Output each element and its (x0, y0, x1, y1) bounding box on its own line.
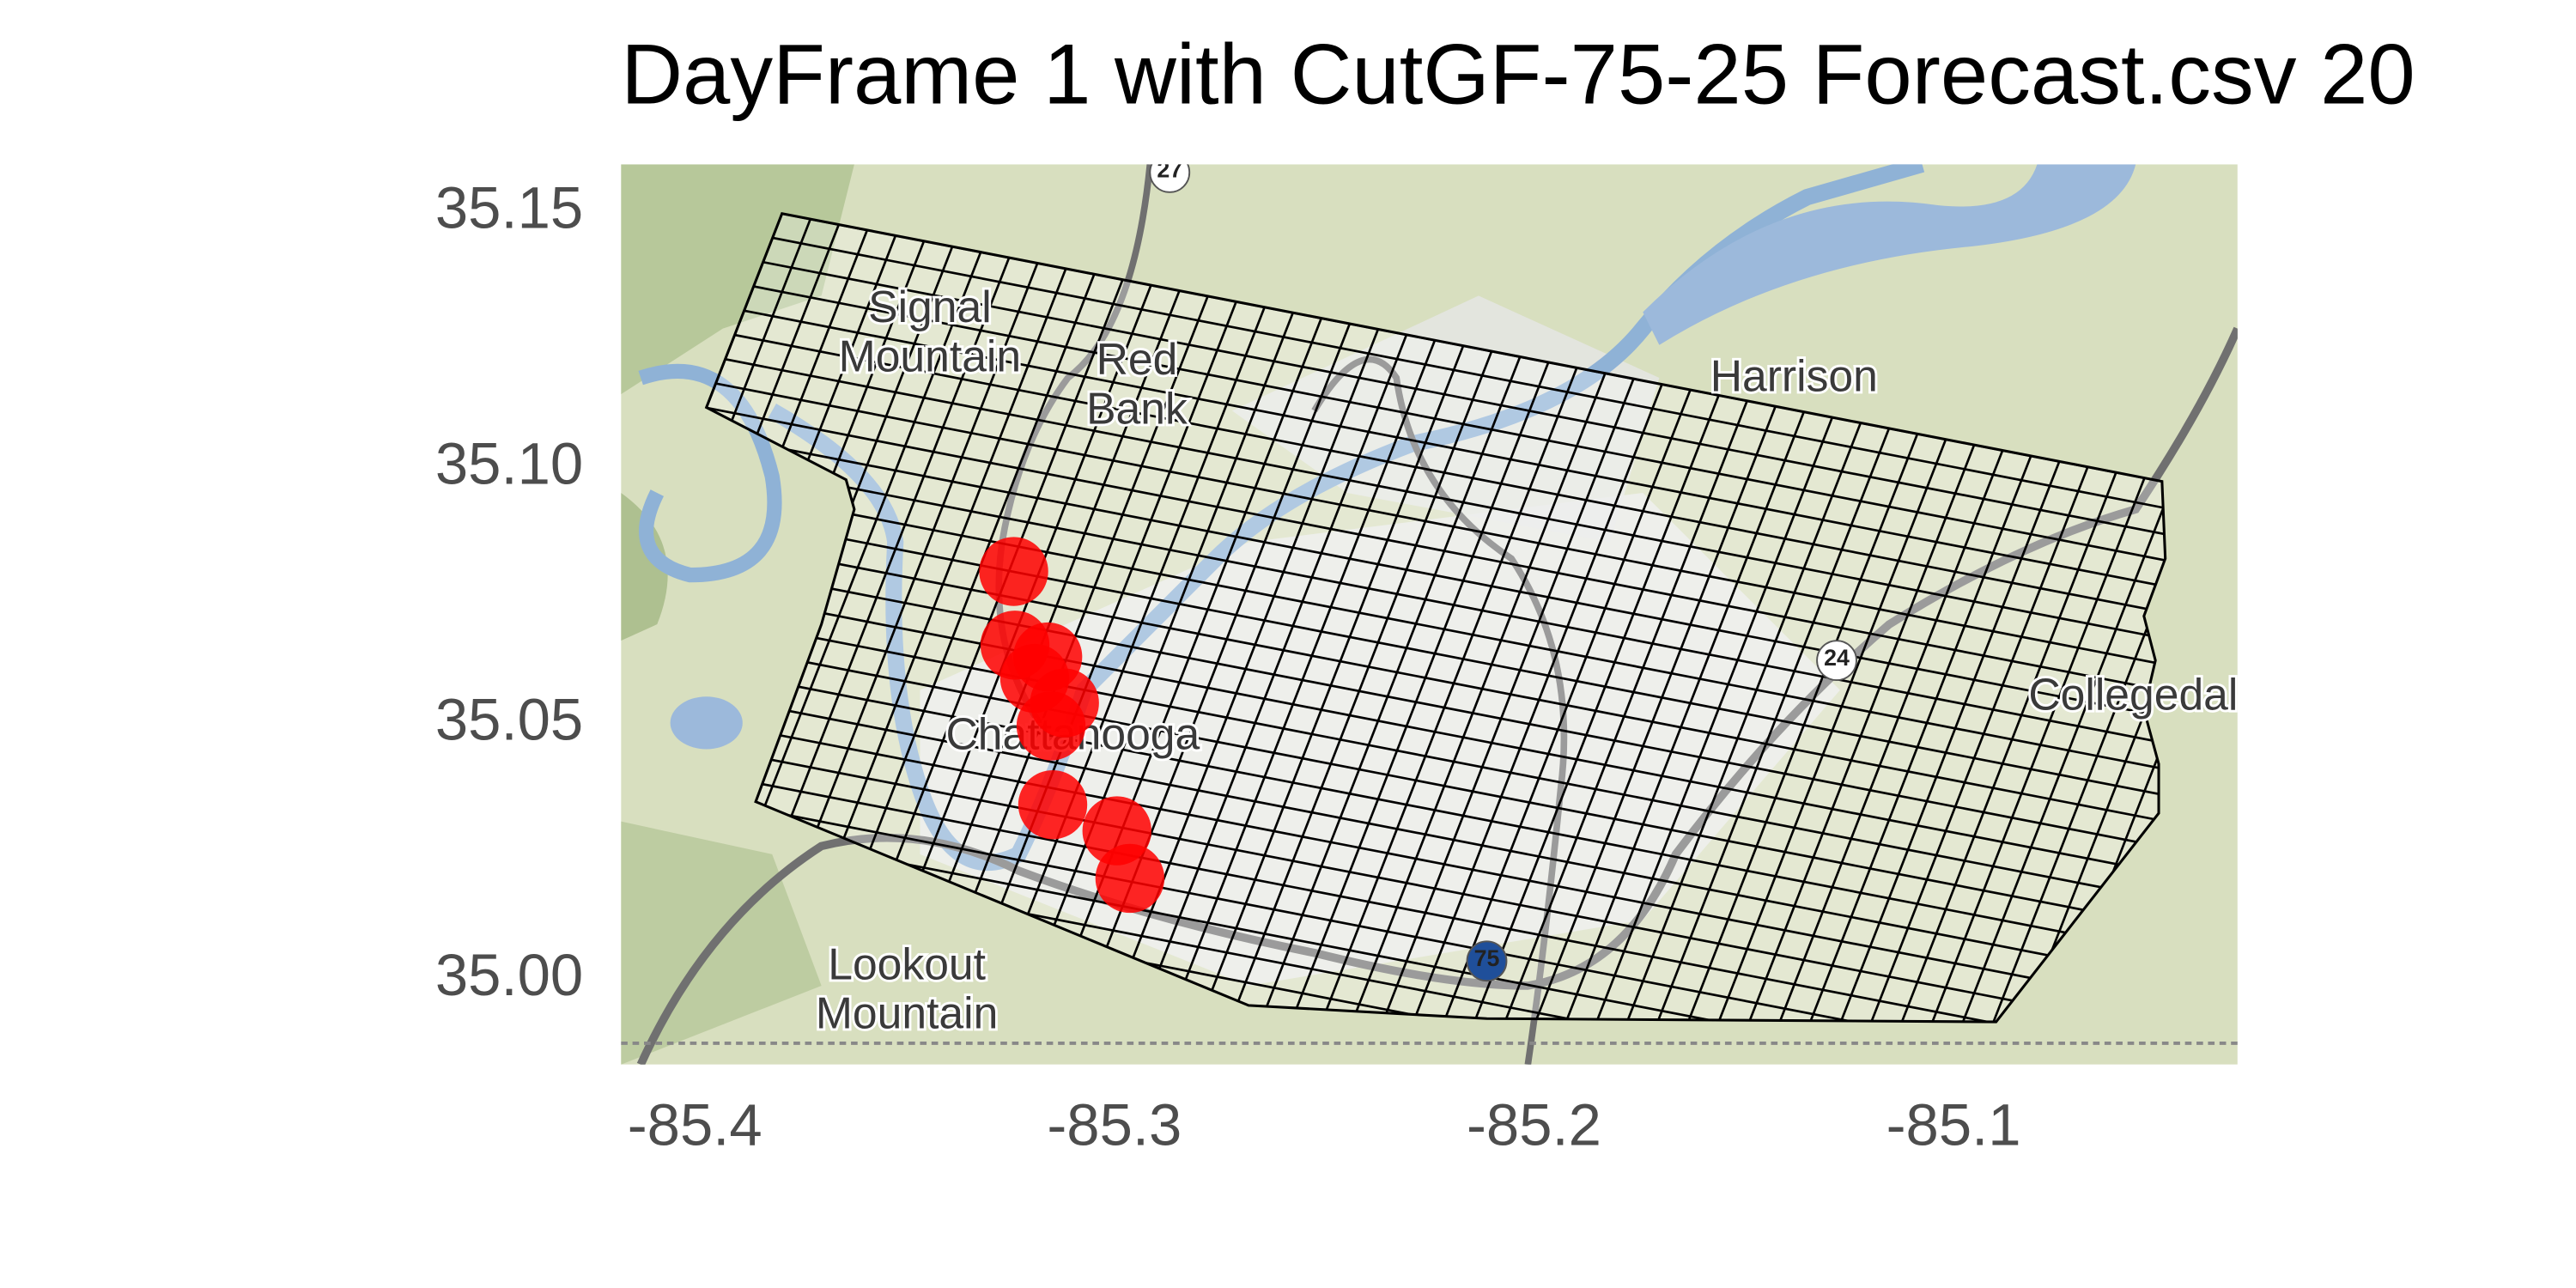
place-label: Lookout (828, 939, 986, 988)
chart-title: DayFrame 1 with CutGF-75-25 Forecast.csv… (621, 27, 2415, 123)
lake (670, 696, 743, 750)
y-tick-label: 35.15 (435, 175, 583, 241)
map-labels: SignalMountainRedBankHarrisonChattanooga… (813, 157, 2263, 1041)
y-tick-label: 35.10 (435, 431, 583, 497)
route-label: 24 (1824, 645, 1850, 671)
point (1018, 769, 1088, 840)
x-tick-label: -85.4 (628, 1092, 762, 1158)
route-shield (1816, 640, 1857, 682)
x-tick-label: -85.3 (1047, 1092, 1182, 1158)
river (768, 164, 1925, 871)
grid-line (706, 213, 2166, 710)
point (1016, 691, 1086, 761)
place-label: Mountain (839, 331, 1021, 380)
x-tick-label: -85.2 (1467, 1092, 1601, 1158)
place-label: Red (1097, 334, 1178, 384)
grid-line (706, 213, 2166, 860)
place-label: Signal (868, 282, 992, 331)
point (1095, 843, 1165, 914)
grid-line (706, 213, 2166, 811)
point (979, 537, 1048, 606)
y-tick-label: 35.00 (435, 942, 583, 1008)
grid-line (706, 213, 2166, 735)
x-tick-label: -85.1 (1886, 1092, 2021, 1158)
ridge (621, 492, 668, 641)
grid-line (706, 213, 2166, 886)
lake (1643, 164, 2136, 345)
grid-line (706, 213, 2166, 760)
grid-outline (704, 211, 2167, 1024)
place-label: Mountain (816, 988, 998, 1038)
grid-line (706, 213, 2166, 785)
place-label: Bank (1086, 384, 1188, 434)
y-tick-label: 35.05 (435, 686, 583, 752)
points (979, 537, 1165, 914)
route-shield (1466, 940, 1508, 982)
route-shield (1149, 164, 1191, 193)
ridge (621, 164, 854, 395)
route-label: 75 (1474, 945, 1500, 971)
route-label: 27 (1157, 157, 1182, 183)
place-label: Harrison (1710, 350, 1878, 400)
place-label: Collegedale (2028, 670, 2263, 720)
